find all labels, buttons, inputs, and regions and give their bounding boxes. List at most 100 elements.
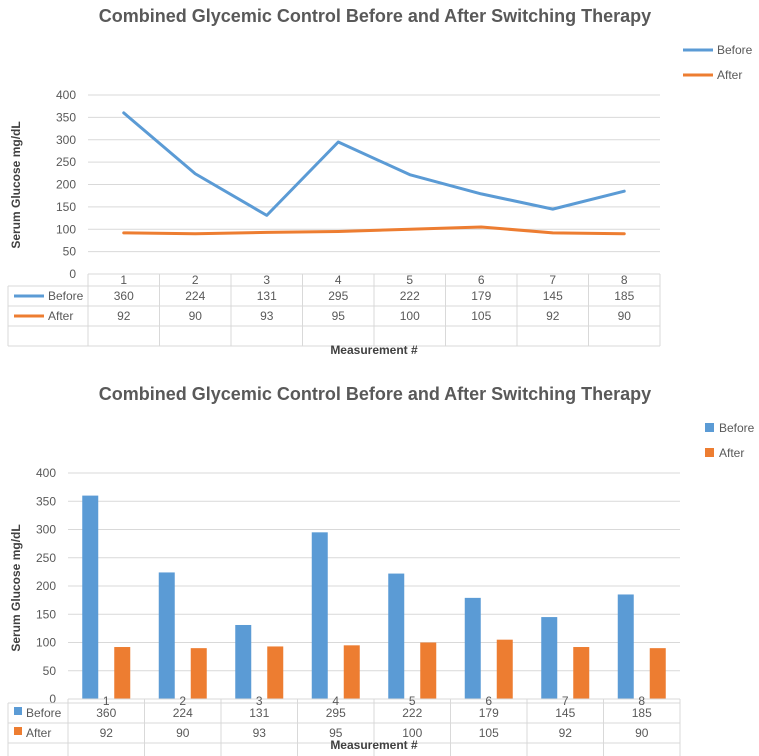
- legend-label: After: [717, 68, 742, 82]
- line-chart: Combined Glycemic Control Before and Aft…: [7, 6, 753, 357]
- table-row-label: Before: [48, 289, 84, 303]
- x-tick-label: 8: [638, 694, 645, 708]
- x-tick-label: 3: [263, 273, 270, 287]
- y-tick-label: 350: [36, 494, 56, 508]
- data-label: 105: [479, 726, 499, 740]
- bar-after: [114, 647, 131, 699]
- y-tick-label: 100: [56, 222, 76, 236]
- table-key-before: [14, 707, 22, 715]
- y-tick-label: 300: [56, 133, 76, 147]
- bar-before: [617, 594, 634, 699]
- data-label: 95: [332, 309, 346, 323]
- y-tick-label: 400: [56, 88, 76, 102]
- data-label: 92: [559, 726, 573, 740]
- y-tick-label: 300: [36, 523, 56, 537]
- bar-after: [420, 642, 437, 699]
- x-tick-label: 1: [103, 694, 110, 708]
- bar-after: [343, 645, 360, 699]
- bar-after: [267, 646, 284, 699]
- data-label: 185: [614, 289, 634, 303]
- x-tick-label: 2: [179, 694, 186, 708]
- y-tick-label: 100: [36, 636, 56, 650]
- y-tick-label: 0: [49, 692, 56, 706]
- data-label: 295: [326, 706, 346, 720]
- bar-before: [388, 573, 405, 699]
- y-tick-label: 250: [36, 551, 56, 565]
- x-tick-label: 1: [120, 273, 127, 287]
- y-tick-label: 150: [56, 200, 76, 214]
- table-key-after: [14, 727, 22, 735]
- chart-title: Combined Glycemic Control Before and Aft…: [99, 384, 651, 404]
- x-tick-label: 4: [335, 273, 342, 287]
- y-tick-label: 200: [56, 178, 76, 192]
- y-axis-title: Serum Glucose mg/dL: [9, 121, 23, 248]
- data-label: 224: [185, 289, 205, 303]
- y-tick-label: 250: [56, 155, 76, 169]
- bar-chart: Combined Glycemic Control Before and Aft…: [7, 384, 755, 756]
- data-label: 179: [479, 706, 499, 720]
- table-row-label: Before: [26, 706, 62, 720]
- data-label: 145: [543, 289, 563, 303]
- data-label: 90: [635, 726, 649, 740]
- data-label: 222: [400, 289, 420, 303]
- data-label: 93: [260, 309, 274, 323]
- legend-key-after: [705, 448, 714, 457]
- data-label: 295: [328, 289, 348, 303]
- bar-after: [573, 647, 590, 699]
- data-label: 360: [114, 289, 134, 303]
- data-label: 92: [117, 309, 131, 323]
- data-label: 185: [632, 706, 652, 720]
- chart-title: Combined Glycemic Control Before and Aft…: [99, 6, 651, 26]
- data-label: 100: [400, 309, 420, 323]
- data-label: 222: [402, 706, 422, 720]
- x-tick-label: 5: [409, 694, 416, 708]
- y-tick-label: 150: [36, 607, 56, 621]
- data-label: 90: [189, 309, 203, 323]
- data-label: 224: [173, 706, 193, 720]
- x-tick-label: 6: [485, 694, 492, 708]
- series-line-before: [122, 111, 626, 217]
- y-axis-title: Serum Glucose mg/dL: [9, 524, 23, 651]
- x-tick-label: 7: [562, 694, 569, 708]
- y-tick-label: 50: [43, 664, 57, 678]
- data-label: 90: [176, 726, 190, 740]
- data-label: 360: [96, 706, 116, 720]
- data-label: 95: [329, 726, 343, 740]
- legend-label: After: [719, 446, 744, 460]
- bar-before: [311, 532, 328, 699]
- x-tick-label: 2: [192, 273, 199, 287]
- bar-before: [541, 617, 558, 699]
- bar-before: [158, 572, 175, 699]
- y-tick-label: 350: [56, 110, 76, 124]
- data-label: 145: [555, 706, 575, 720]
- y-tick-label: 400: [36, 466, 56, 480]
- bar-after: [649, 648, 666, 699]
- y-tick-label: 200: [36, 579, 56, 593]
- bar-before: [82, 495, 99, 699]
- x-tick-label: 7: [549, 273, 556, 287]
- data-label: 100: [402, 726, 422, 740]
- y-tick-label: 50: [63, 245, 77, 259]
- x-axis-title: Measurement #: [330, 738, 418, 752]
- x-tick-label: 4: [332, 694, 339, 708]
- data-label: 131: [257, 289, 277, 303]
- series-line-after: [122, 225, 626, 236]
- table-row-label: After: [48, 309, 73, 323]
- table-row-label: After: [26, 726, 51, 740]
- x-tick-label: 5: [406, 273, 413, 287]
- data-label: 93: [253, 726, 267, 740]
- bar-before: [235, 624, 252, 699]
- data-label: 131: [249, 706, 269, 720]
- data-label: 92: [546, 309, 560, 323]
- data-label: 105: [471, 309, 491, 323]
- data-label: 90: [618, 309, 632, 323]
- x-axis-title: Measurement #: [330, 343, 418, 357]
- bar-before: [464, 597, 481, 699]
- bar-after: [496, 639, 513, 699]
- data-label: 179: [471, 289, 491, 303]
- x-tick-label: 3: [256, 694, 263, 708]
- legend-label: Before: [719, 421, 755, 435]
- data-label: 92: [100, 726, 114, 740]
- legend-label: Before: [717, 43, 753, 57]
